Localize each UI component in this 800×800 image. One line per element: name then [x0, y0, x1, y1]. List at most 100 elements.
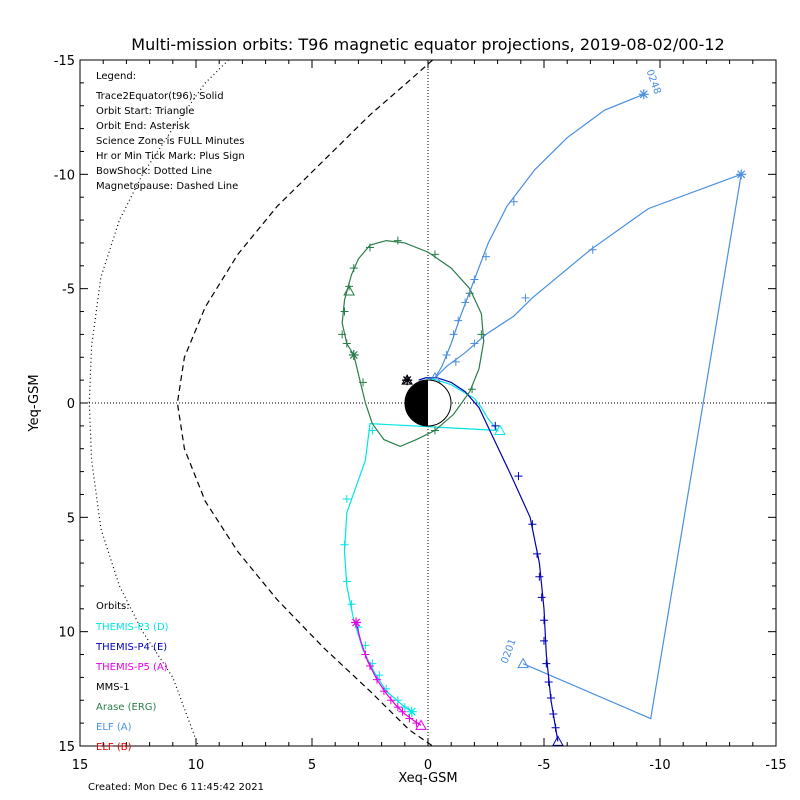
legend-line: Orbit End: Asterisk [96, 121, 190, 132]
tick-mark [368, 426, 377, 435]
tick-mark [454, 316, 463, 325]
magnetopause-line [176, 59, 433, 747]
orbit-start-marker [517, 657, 529, 669]
y-tick-label: 15 [58, 740, 75, 755]
tick-mark [470, 339, 479, 348]
tick-mark [509, 197, 518, 206]
x-tick-label: 5 [308, 758, 316, 773]
tick-mark [491, 421, 500, 430]
x-tick-label: 0 [424, 758, 432, 773]
legend-line: Trace2Equator(t96): Solid [95, 91, 224, 102]
tick-mark [375, 671, 384, 680]
series-0 [340, 377, 506, 717]
x-axis-label: Xeq-GSM [398, 771, 457, 786]
orbit-start-marker [494, 424, 506, 435]
orbit-end-marker [406, 706, 417, 717]
x-tick-label: 15 [72, 758, 89, 773]
tick-mark [386, 696, 395, 705]
orbits-legend: Orbits: THEMIS-P3 (D) THEMIS-P4 (E) THEMIS… [95, 601, 169, 753]
orbit-name: THEMIS-P3 (D) [95, 622, 169, 633]
tick-mark [340, 307, 349, 316]
bowshock-line [88, 59, 229, 747]
tick-mark [549, 709, 558, 718]
orbit-line [434, 173, 742, 720]
tick-mark [533, 549, 542, 558]
y-tick-label: -10 [54, 168, 75, 183]
tick-mark [359, 378, 368, 387]
legend-line: Magnetopause: Dashed Line [96, 181, 238, 192]
tick-mark [372, 675, 381, 684]
orbit-name: ELF (A) [96, 722, 132, 733]
series-4 [338, 236, 486, 448]
orbit-line [418, 377, 559, 742]
tick-mark [482, 252, 490, 261]
legend-heading: Legend: [96, 71, 136, 82]
tick-mark [393, 696, 402, 705]
tick-mark [544, 677, 553, 686]
series-elf-a-secondary [434, 169, 747, 720]
tick-mark [451, 357, 460, 366]
series-2 [351, 617, 427, 730]
tick-mark [461, 298, 470, 307]
bowshock-curve [88, 59, 229, 747]
tick-mark [470, 275, 479, 284]
tick-mark [468, 385, 477, 394]
tick-mark [361, 650, 370, 659]
tick-mark [449, 330, 458, 339]
orbit-end-marker [638, 89, 649, 100]
tick-mark [540, 636, 548, 645]
chart-title: Multi-mission orbits: T96 magnetic equat… [131, 35, 724, 54]
tick-mark [379, 687, 388, 696]
tick-mark [340, 540, 349, 549]
y-axis-label: Yeq-GSM [27, 374, 42, 432]
orbit-line [434, 93, 645, 379]
tick-mark [342, 577, 351, 586]
tick-mark [430, 426, 439, 435]
orbits-heading: Orbits: [96, 601, 130, 612]
tick-mark [528, 520, 537, 529]
tick-mark [400, 703, 409, 712]
orbit-name: ELF (B) [96, 742, 132, 753]
orbit-series [338, 89, 747, 746]
series-1 [402, 375, 564, 746]
orbit-name: THEMIS-P4 (E) [95, 642, 167, 653]
y-tick-label: 0 [67, 397, 75, 412]
x-axis-ticks: 15 10 5 0 -5 -10 -15 [72, 60, 787, 773]
tick-mark [366, 243, 374, 252]
tick-mark [338, 330, 347, 339]
x-tick-label: -10 [649, 758, 670, 773]
tick-mark [546, 693, 555, 702]
orbit-line [343, 377, 499, 713]
orbit-annotation: 0201 [500, 638, 519, 666]
tick-mark [535, 572, 544, 581]
x-tick-label: -5 [538, 758, 551, 773]
orbit-end-marker [402, 375, 413, 386]
legend-box: Legend: Trace2Equator(t96): Solid Orbit … [95, 71, 245, 192]
y-tick-label: 5 [67, 511, 75, 526]
tick-mark [521, 293, 530, 302]
orbit-start-marker [552, 735, 564, 746]
tick-mark [398, 707, 407, 716]
tick-mark [588, 245, 597, 254]
y-tick-label: 10 [58, 626, 75, 641]
orbit-start-marker [415, 719, 427, 730]
tick-mark [405, 714, 414, 723]
tick-mark [514, 472, 523, 481]
orbit-end-marker [736, 169, 747, 180]
orbit-line [341, 239, 485, 448]
tick-mark [342, 339, 351, 348]
x-tick-label: -15 [765, 758, 786, 773]
tick-mark [442, 350, 451, 359]
orbit-end-marker [348, 349, 359, 360]
tick-mark [540, 616, 548, 625]
tick-mark [349, 264, 358, 273]
series-3 [401, 374, 413, 386]
legend-line: Hr or Min Tick Mark: Plus Sign [96, 151, 245, 162]
legend-line: Science Zone is FULL Minutes [96, 136, 245, 147]
created-timestamp: Created: Mon Dec 6 11:45:42 2021 [88, 782, 264, 793]
tick-mark [347, 600, 356, 609]
orbit-name: MMS-1 [96, 682, 130, 693]
tick-mark [393, 703, 402, 712]
magnetopause-curve [176, 59, 433, 747]
